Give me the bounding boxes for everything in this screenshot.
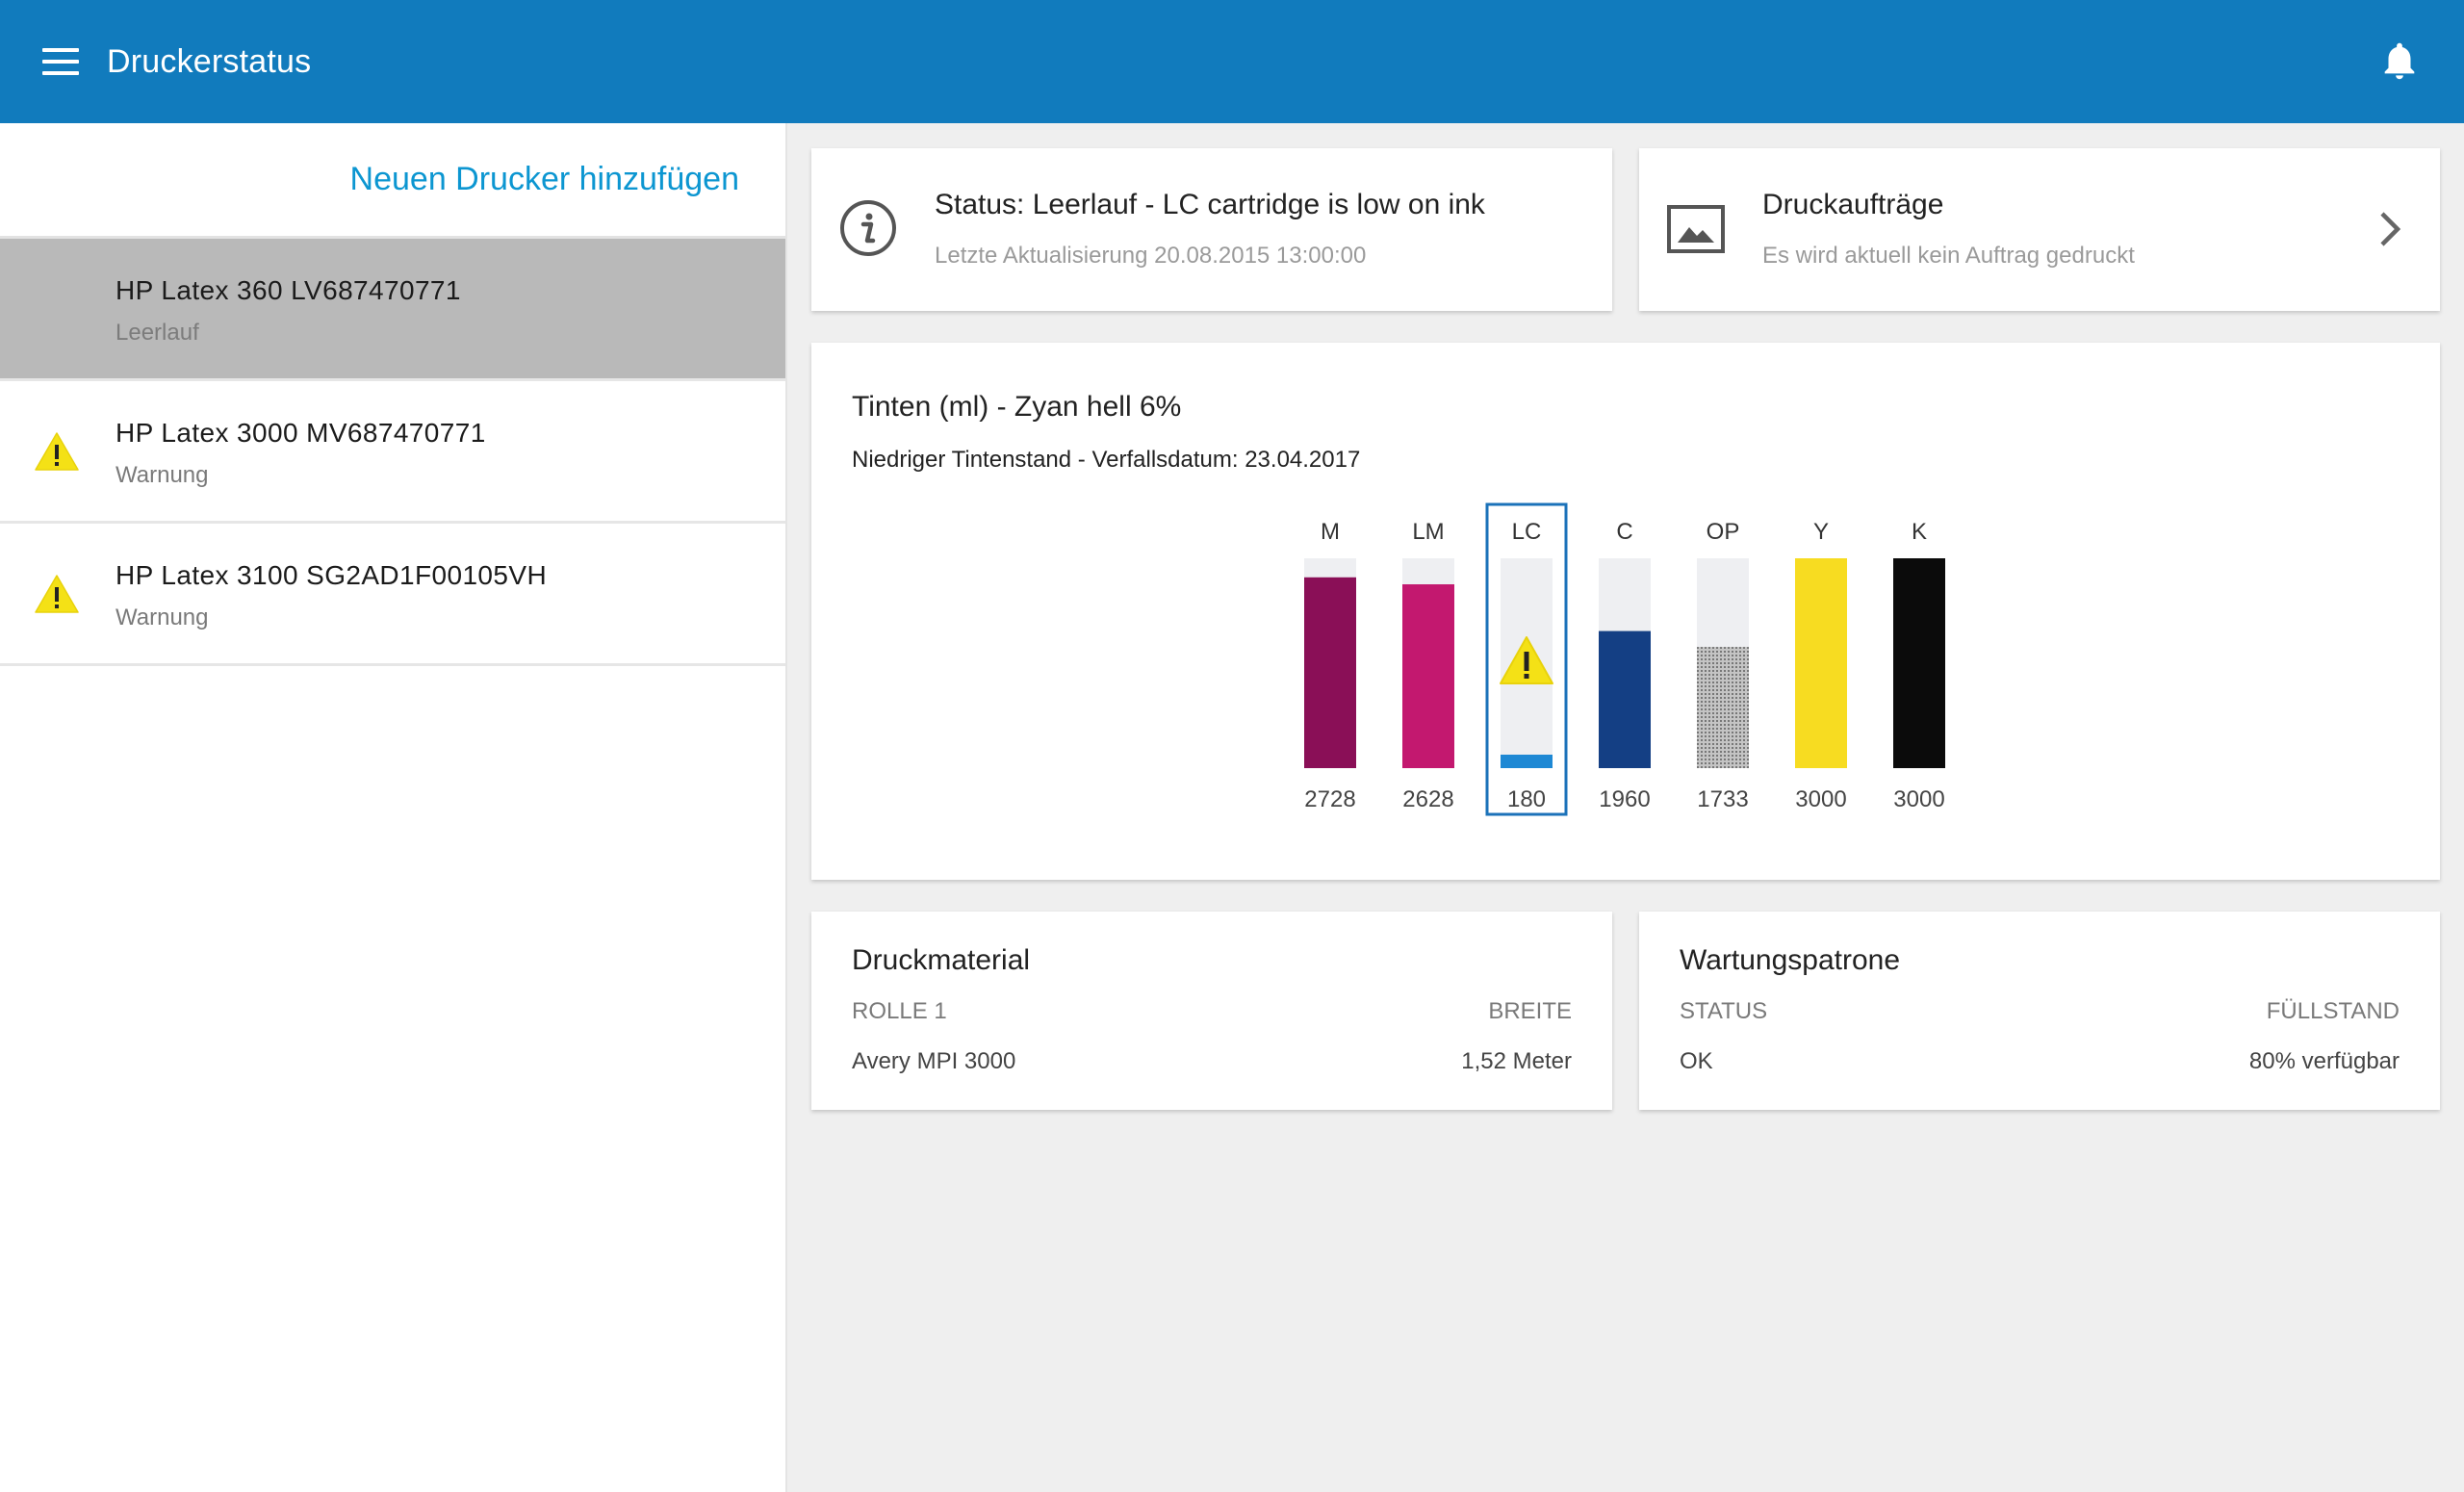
printer-list-item[interactable]: HP Latex 360 LV687470771 Leerlauf	[0, 239, 785, 381]
ink-bar-m	[1304, 577, 1356, 768]
app-bar: Druckerstatus	[0, 0, 2464, 123]
print-media-card: Druckmaterial ROLLE 1 BREITE Avery MPI 3…	[811, 912, 1612, 1110]
bell-icon[interactable]	[2377, 39, 2422, 83]
hamburger-menu-icon[interactable]	[22, 23, 99, 100]
ink-value-c: 1960	[1599, 786, 1650, 812]
printer-status: Warnung	[116, 605, 209, 630]
ink-value-op: 1733	[1697, 786, 1748, 812]
printer-status: Warnung	[116, 462, 209, 488]
maintenance-title: Wartungspatrone	[1680, 944, 1901, 976]
printer-name: HP Latex 360 LV687470771	[116, 275, 461, 305]
print-jobs-status: Es wird aktuell kein Auftrag gedruckt	[1762, 243, 2135, 269]
ink-value-lm: 2628	[1402, 786, 1453, 812]
ink-bar-lm	[1402, 584, 1454, 768]
ink-bar-c	[1599, 630, 1651, 768]
warning-icon	[35, 432, 79, 471]
ink-label-k: K	[1912, 519, 1927, 545]
ink-value-k: 3000	[1893, 786, 1944, 812]
media-width: 1,52 Meter	[1461, 1048, 1572, 1074]
maintenance-status-label: STATUS	[1680, 998, 1768, 1024]
fill-level-value: 80% verfügbar	[2248, 1048, 2400, 1074]
ink-bar-lc	[1501, 755, 1553, 768]
media-title: Druckmaterial	[852, 944, 1031, 976]
image-icon	[1667, 205, 1725, 253]
status-title: Status: Leerlauf - LC cartridge is low o…	[935, 189, 1485, 220]
ink-label-y: Y	[1813, 519, 1829, 545]
printer-name: HP Latex 3000 MV687470771	[116, 418, 486, 448]
ink-label-m: M	[1321, 519, 1340, 545]
ink-label-op: OP	[1707, 519, 1740, 545]
ink-value-m: 2728	[1304, 786, 1355, 812]
ink-value-y: 3000	[1795, 786, 1846, 812]
ink-title: Tinten (ml) - Zyan hell 6%	[852, 391, 1182, 423]
ink-level-chart: M 2728 LM 2628 LC 180 C 1960 OP 1733 Y 3000 K 3000	[1304, 502, 1945, 816]
printer-list-item[interactable]: HP Latex 3000 MV687470771 Warnung	[0, 381, 785, 524]
ink-levels-card: Tinten (ml) - Zyan hell 6% Niedriger Tin…	[811, 343, 2440, 880]
ink-label-lc: LC	[1512, 519, 1542, 545]
maintenance-status-value: OK	[1680, 1048, 1713, 1074]
status-card: Status: Leerlauf - LC cartridge is low o…	[811, 148, 1612, 311]
width-label: BREITE	[1488, 998, 1572, 1024]
info-icon	[840, 200, 896, 256]
warning-icon	[35, 575, 79, 613]
print-jobs-title: Druckaufträge	[1762, 189, 1944, 220]
fill-level-label: FÜLLSTAND	[2266, 998, 2400, 1024]
ink-expiry-note: Niedriger Tintenstand - Verfallsdatum: 2…	[852, 447, 1361, 473]
ink-bar-op	[1697, 647, 1749, 768]
chevron-right-icon	[2380, 212, 2401, 246]
selected-ink-frame	[1485, 502, 1568, 816]
app-title: Druckerstatus	[107, 42, 312, 80]
printer-status: Leerlauf	[116, 320, 199, 346]
printer-name: HP Latex 3100 SG2AD1F00105VH	[116, 560, 548, 590]
ink-bar-k	[1893, 558, 1945, 768]
ink-label-lm: LM	[1412, 519, 1444, 545]
ink-bar-y	[1795, 558, 1847, 768]
low-ink-warning-icon	[1500, 636, 1553, 684]
media-name: Avery MPI 3000	[852, 1048, 1016, 1074]
roll-label: ROLLE 1	[852, 998, 947, 1024]
status-last-update: Letzte Aktualisierung 20.08.2015 13:00:0…	[935, 243, 1367, 269]
add-printer-link[interactable]: Neuen Drucker hinzufügen	[0, 123, 785, 239]
maintenance-cartridge-card: Wartungspatrone STATUS FÜLLSTAND OK 80% …	[1639, 912, 2440, 1110]
printer-sidebar: Neuen Drucker hinzufügen HP Latex 360 LV…	[0, 123, 787, 1492]
print-jobs-card[interactable]: Druckaufträge Es wird aktuell kein Auftr…	[1639, 148, 2440, 311]
printer-list-item[interactable]: HP Latex 3100 SG2AD1F00105VH Warnung	[0, 524, 785, 666]
ink-value-lc: 180	[1507, 786, 1546, 812]
ink-label-c: C	[1616, 519, 1632, 545]
